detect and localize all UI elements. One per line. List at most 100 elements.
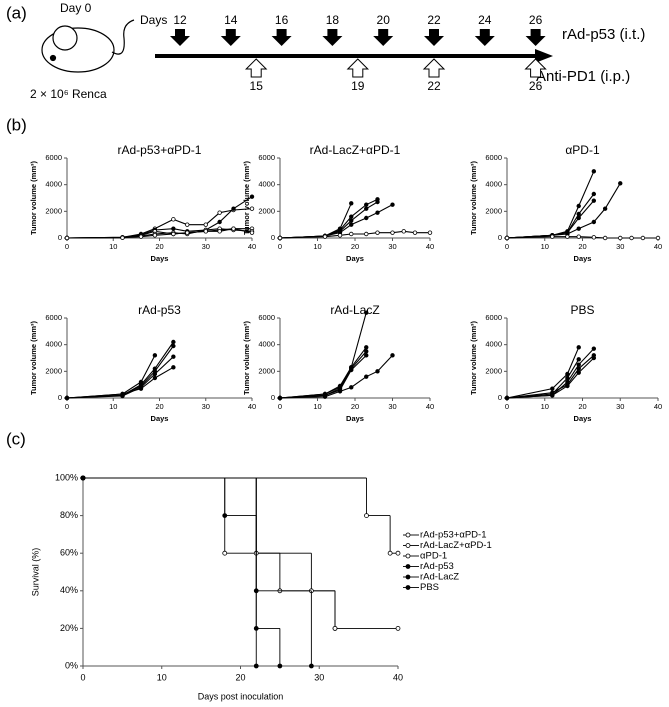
x-tick-label: 40 bbox=[248, 402, 256, 411]
point bbox=[217, 229, 222, 234]
point bbox=[591, 355, 597, 361]
point bbox=[152, 353, 158, 358]
days-label: Days bbox=[140, 13, 167, 27]
point bbox=[576, 366, 581, 371]
y-tick-label: 4000 bbox=[485, 340, 502, 349]
injection-arrow bbox=[474, 29, 495, 46]
point bbox=[171, 339, 176, 345]
y-tick-label: 100% bbox=[55, 472, 78, 482]
day-label: 12 bbox=[173, 13, 187, 27]
y-axis-label: Tumor volume (mm³) bbox=[242, 160, 251, 235]
point bbox=[171, 226, 176, 231]
x-tick-label: 0 bbox=[80, 672, 85, 682]
x-tick-label: 20 bbox=[578, 242, 586, 251]
x-tick-label: 30 bbox=[388, 242, 396, 251]
treatment-label: rAd-p53 (i.t.) bbox=[562, 26, 645, 43]
x-axis-label: Days bbox=[574, 414, 592, 423]
day-label: 20 bbox=[377, 13, 391, 27]
day-label: 16 bbox=[275, 13, 289, 27]
point bbox=[277, 395, 283, 401]
injection-arrow bbox=[170, 29, 190, 46]
point bbox=[576, 211, 581, 217]
point bbox=[375, 210, 380, 215]
x-tick-label: 30 bbox=[388, 402, 396, 411]
point bbox=[120, 391, 125, 397]
point bbox=[387, 550, 393, 556]
y-tick-label: 6000 bbox=[45, 153, 62, 162]
x-tick-label: 40 bbox=[654, 242, 662, 251]
x-tick-label: 10 bbox=[313, 242, 321, 251]
point bbox=[576, 234, 581, 239]
x-tick-label: 10 bbox=[109, 242, 117, 251]
x-tick-label: 40 bbox=[654, 402, 662, 411]
point bbox=[217, 219, 222, 225]
y-tick-label: 2000 bbox=[485, 366, 502, 375]
x-tick-label: 0 bbox=[505, 402, 509, 411]
point bbox=[565, 383, 570, 389]
point bbox=[576, 362, 581, 367]
point bbox=[591, 191, 597, 197]
day-label: 18 bbox=[326, 13, 340, 27]
point bbox=[217, 210, 222, 215]
point bbox=[364, 310, 369, 315]
x-tick-label: 30 bbox=[202, 242, 210, 251]
x-axis-label: Days bbox=[574, 254, 592, 263]
day-label: 19 bbox=[351, 79, 365, 93]
x-tick-label: 30 bbox=[202, 402, 210, 411]
injection-arrow bbox=[525, 29, 546, 46]
point bbox=[222, 550, 228, 556]
injection-arrow bbox=[322, 29, 343, 46]
y-tick-label: 2000 bbox=[258, 366, 275, 375]
point bbox=[349, 218, 354, 223]
y-tick-label: 0 bbox=[271, 393, 275, 402]
point bbox=[550, 386, 555, 391]
y-tick-label: 4000 bbox=[45, 180, 62, 189]
day-label: 26 bbox=[529, 13, 543, 27]
legend-label: rAd-LacZ+αPD-1 bbox=[420, 540, 492, 551]
y-tick-label: 6000 bbox=[485, 313, 502, 322]
point bbox=[364, 215, 369, 221]
point bbox=[550, 393, 555, 398]
chart-title: rAd-p53+αPD-1 bbox=[118, 143, 202, 157]
point bbox=[591, 219, 597, 225]
injection-arrow bbox=[346, 58, 370, 78]
growth-line bbox=[66, 341, 174, 399]
growth-line bbox=[506, 347, 580, 399]
x-tick-label: 10 bbox=[157, 672, 167, 682]
point bbox=[249, 230, 255, 235]
x-tick-label: 10 bbox=[109, 402, 117, 411]
y-tick-label: 6000 bbox=[485, 153, 502, 162]
y-tick-label: 6000 bbox=[258, 153, 275, 162]
x-tick-label: 0 bbox=[278, 402, 282, 411]
x-axis-label: Days bbox=[151, 254, 169, 263]
y-tick-label: 4000 bbox=[45, 340, 62, 349]
y-tick-label: 0 bbox=[498, 233, 502, 242]
point bbox=[249, 194, 255, 199]
point bbox=[375, 230, 380, 235]
point bbox=[120, 235, 125, 240]
point bbox=[64, 395, 70, 401]
legend-label: αPD-1 bbox=[420, 551, 447, 562]
y-tick-label: 4000 bbox=[258, 340, 275, 349]
y-tick-label: 40% bbox=[60, 585, 78, 595]
cells-label: 2 × 10⁶ Renca bbox=[30, 87, 107, 101]
x-tick-label: 0 bbox=[505, 242, 509, 251]
x-tick-label: 10 bbox=[541, 402, 549, 411]
point bbox=[349, 201, 354, 206]
panel-label: (b) bbox=[6, 115, 27, 134]
point bbox=[277, 235, 283, 241]
growth-line bbox=[66, 355, 156, 399]
point bbox=[395, 626, 401, 631]
point bbox=[576, 370, 581, 375]
x-tick-label: 40 bbox=[248, 242, 256, 251]
point bbox=[171, 231, 176, 237]
x-tick-label: 20 bbox=[351, 242, 359, 251]
point bbox=[308, 663, 314, 669]
point bbox=[231, 226, 236, 231]
legend-marker bbox=[405, 532, 411, 538]
y-axis-label: Survival (%) bbox=[30, 548, 40, 597]
point bbox=[591, 235, 597, 240]
legend-marker bbox=[405, 585, 411, 590]
point bbox=[364, 345, 369, 350]
point bbox=[618, 181, 623, 186]
